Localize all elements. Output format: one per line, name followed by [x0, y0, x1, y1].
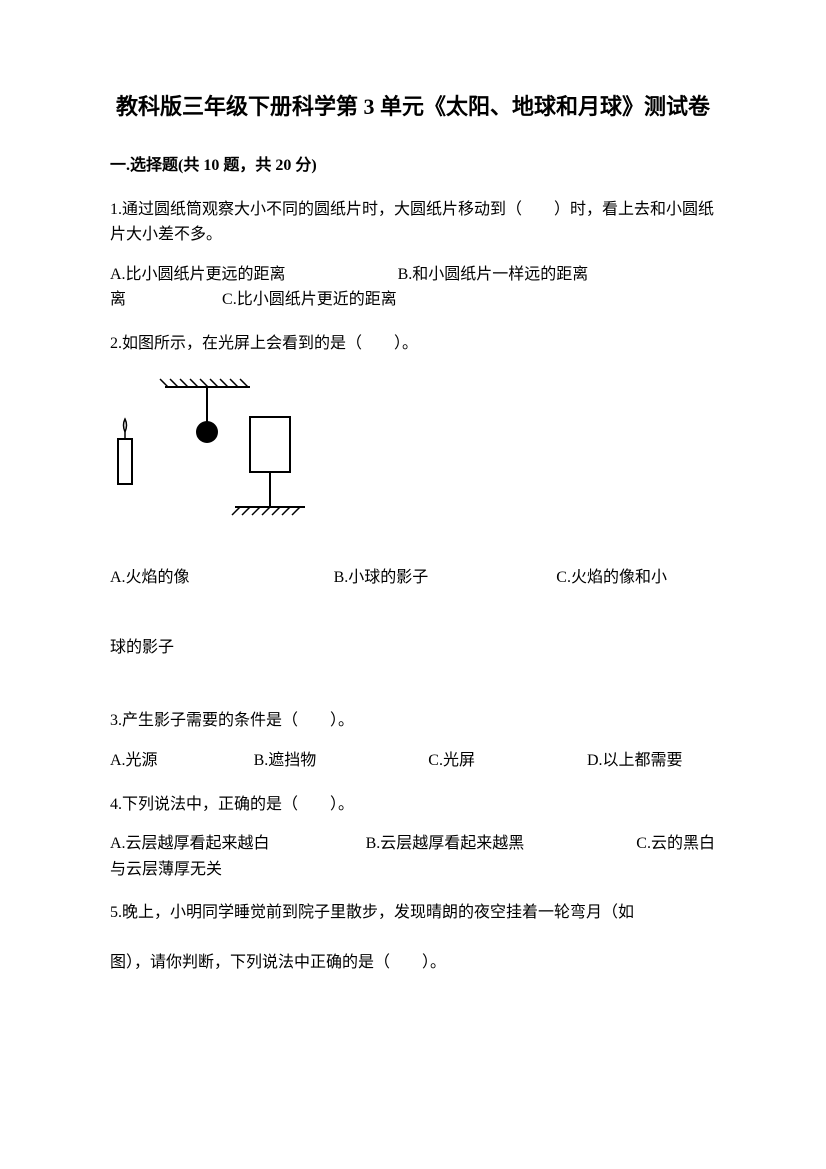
q2-optB: B.小球的影子 [334, 569, 429, 586]
q5-text1: 5.晚上，小明同学睡觉前到院子里散步，发现晴朗的夜空挂着一轮弯月（如 [110, 900, 716, 926]
q3-optC: C.光屏 [428, 752, 475, 769]
q1-text: 1.通过圆纸筒观察大小不同的圆纸片时，大圆纸片移动到（ ）时，看上去和小圆纸片大… [110, 197, 716, 248]
page-title: 教科版三年级下册科学第 3 单元《太阳、地球和月球》测试卷 [110, 90, 716, 123]
q3-optB: B.遮挡物 [254, 752, 317, 769]
q5-text2: 图），请你判断，下列说法中正确的是（ ）。 [110, 950, 716, 976]
q3-optD: D.以上都需要 [587, 752, 683, 769]
question-4: 4.下列说法中，正确的是（ ）。 A.云层越厚看起来越白 B.云层越厚看起来越黑… [110, 792, 716, 883]
q2-optA: A.火焰的像 [110, 569, 190, 586]
q2-optC-cont: 球的影子 [110, 635, 716, 661]
q3-optA: A.光源 [110, 752, 158, 769]
q2-optC: C.火焰的像和小 [556, 569, 667, 586]
section-header: 一.选择题(共 10 题，共 20 分) [110, 153, 716, 179]
q3-text: 3.产生影子需要的条件是（ ）。 [110, 708, 716, 734]
q1-optC: C.比小圆纸片更近的距离 [222, 291, 397, 308]
question-1: 1.通过圆纸筒观察大小不同的圆纸片时，大圆纸片移动到（ ）时，看上去和小圆纸片大… [110, 197, 716, 313]
q4-optA: A.云层越厚看起来越白 [110, 835, 270, 852]
q4-optB: B.云层越厚看起来越黑 [366, 835, 525, 852]
q3-options: A.光源 B.遮挡物 C.光屏 D.以上都需要 [110, 748, 716, 774]
q1-options: A.比小圆纸片更远的距离 B.和小圆纸片一样远的距离 离 C.比小圆纸片更近的距… [110, 262, 716, 313]
question-2: 2.如图所示，在光屏上会看到的是（ ）。 [110, 331, 716, 690]
q2-options: A.火焰的像 B.小球的影子 C.火焰的像和小 [110, 565, 716, 591]
q2-text: 2.如图所示，在光屏上会看到的是（ ）。 [110, 331, 716, 357]
q4-text: 4.下列说法中，正确的是（ ）。 [110, 792, 716, 818]
question-5: 5.晚上，小明同学睡觉前到院子里散步，发现晴朗的夜空挂着一轮弯月（如 图），请你… [110, 900, 716, 975]
q1-optC-prefix: 离 [110, 291, 222, 308]
q4-options: A.云层越厚看起来越白 B.云层越厚看起来越黑 C.云的黑白与云层薄厚无关 [110, 831, 716, 882]
q2-diagram [110, 377, 716, 546]
question-3: 3.产生影子需要的条件是（ ）。 A.光源 B.遮挡物 C.光屏 D.以上都需要 [110, 708, 716, 773]
q1-optA: A.比小圆纸片更远的距离 [110, 266, 286, 283]
q1-optB: B.和小圆纸片一样远的距离 [398, 266, 589, 283]
